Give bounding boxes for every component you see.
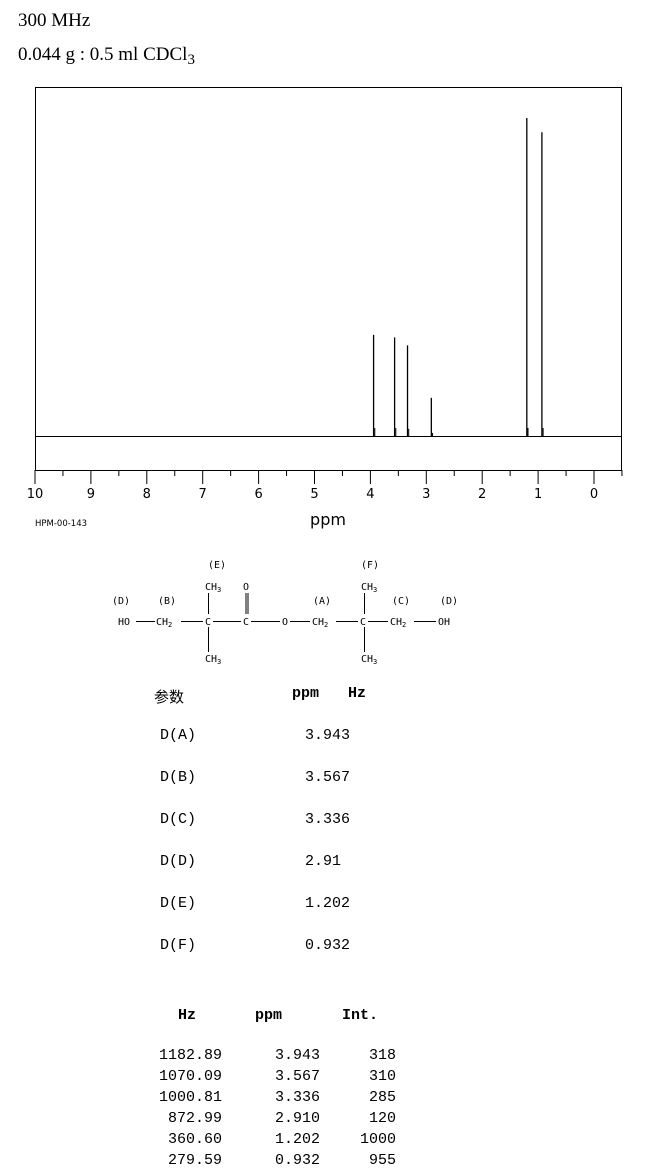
atom-o-ester: O — [282, 617, 288, 628]
ch3-bottom-left: CH3 — [205, 654, 221, 666]
label-b: (B) — [158, 596, 176, 607]
label-c: (C) — [392, 596, 410, 607]
peak-ppm-cell: 3.336 — [275, 1089, 321, 1106]
atom-ch2-a: CH2 — [312, 617, 328, 629]
tick-label: 7 — [199, 487, 207, 502]
assignment-label: D(E) — [160, 895, 197, 912]
tick-label: 1 — [534, 487, 542, 502]
peak-ppm-cell: 1.202 — [275, 1131, 321, 1148]
assignment-label: D(C) — [160, 811, 197, 828]
peak-table-hz-header: Hz — [178, 1007, 197, 1024]
atom-c-quaternary-1: C — [205, 617, 211, 628]
spectrum-code: HPM-00-143 — [35, 519, 87, 529]
peak-hz-cell: 1000.81 — [159, 1089, 223, 1106]
label-a: (A) — [313, 596, 331, 607]
sample-text: 0.044 g : 0.5 ml CDCl — [18, 44, 188, 65]
peak-int-cell: 310 — [369, 1068, 397, 1085]
peak-hz-cell: 872.99 — [168, 1110, 223, 1127]
peak-int-cell: 955 — [369, 1152, 397, 1169]
plot-frame — [35, 87, 622, 471]
label-d-right: (D) — [440, 596, 458, 607]
assignment-value: 2.91 — [305, 853, 342, 870]
x-axis-tick-labels: 10 9 8 7 6 5 4 3 2 1 0 — [27, 487, 598, 502]
peak-int-cell: 120 — [369, 1110, 397, 1127]
peak-ppm-cell: 2.910 — [275, 1110, 321, 1127]
peak-ppm-cell: 3.943 — [275, 1047, 321, 1064]
assignment-value: 3.567 — [305, 769, 351, 786]
assignment-value: 3.943 — [305, 727, 351, 744]
peak-hz-cell: 360.60 — [168, 1131, 223, 1148]
ch3-top-left: CH3 — [205, 582, 221, 594]
tick-label: 5 — [310, 487, 318, 502]
chemical-structure: (E) (F) (D) (B) (A) (C) (D) CH3 O CH3 HO… — [112, 560, 458, 666]
tick-label: 4 — [366, 487, 374, 502]
sample-description: 0.044 g : 0.5 ml CDCl3 — [18, 44, 195, 68]
atom-ch2-c: CH2 — [390, 617, 406, 629]
peak-ppm-cell: 0.932 — [275, 1152, 321, 1169]
assignment-label: D(D) — [160, 853, 197, 870]
assignment-label: D(A) — [160, 727, 197, 744]
x-axis-ticks — [34, 470, 623, 484]
tick-label: 9 — [87, 487, 95, 502]
label-e: (E) — [208, 560, 226, 571]
bonds — [136, 593, 436, 652]
carbonyl-oxygen: O — [243, 582, 249, 593]
tick-label: 3 — [422, 487, 430, 502]
peak-table-int-header: Int. — [342, 1007, 379, 1024]
assignment-value: 1.202 — [305, 895, 351, 912]
assignment-label: D(B) — [160, 769, 197, 786]
assignment-value: 3.336 — [305, 811, 351, 828]
assignment-value: 0.932 — [305, 937, 351, 954]
atom-ho: HO — [118, 617, 130, 628]
sample-subscript: 3 — [187, 52, 195, 68]
peak-int-cell: 285 — [369, 1089, 397, 1106]
assignment-hz-header: Hz — [348, 685, 367, 702]
tick-label: 0 — [590, 487, 598, 502]
peak-ppm-cell: 3.567 — [275, 1068, 321, 1085]
peak-table-ppm-header: ppm — [255, 1007, 283, 1024]
assignment-label: D(F) — [160, 937, 197, 954]
atom-c-quaternary-2: C — [360, 617, 366, 628]
tick-label: 2 — [478, 487, 486, 502]
atom-oh: OH — [438, 617, 450, 628]
atom-ch2-b: CH2 — [156, 617, 172, 629]
label-d-left: (D) — [112, 596, 130, 607]
peaks-group — [372, 118, 544, 436]
peak-hz-cell: 1182.89 — [159, 1047, 223, 1064]
peak-hz-cell: 279.59 — [168, 1152, 223, 1169]
tick-label: 10 — [27, 487, 44, 502]
label-f: (F) — [361, 560, 379, 571]
peak-int-cell: 318 — [369, 1047, 397, 1064]
assignment-ppm-header: ppm — [292, 685, 320, 702]
tick-label: 6 — [254, 487, 262, 502]
nmr-spectrum-chart: 10 9 8 7 6 5 4 3 2 1 0 ppm HPM-00-143 — [27, 87, 623, 529]
ch3-bottom-right: CH3 — [361, 654, 377, 666]
atom-c-carbonyl: C — [243, 617, 249, 628]
spectrometer-frequency: 300 MHz — [18, 10, 91, 31]
x-axis-label: ppm — [310, 510, 346, 529]
ch3-top-right: CH3 — [361, 582, 377, 594]
peak-int-cell: 1000 — [360, 1131, 397, 1148]
peak-hz-cell: 1070.09 — [159, 1068, 223, 1085]
tick-label: 8 — [143, 487, 151, 502]
assignment-param-header: 参数 — [154, 688, 185, 706]
